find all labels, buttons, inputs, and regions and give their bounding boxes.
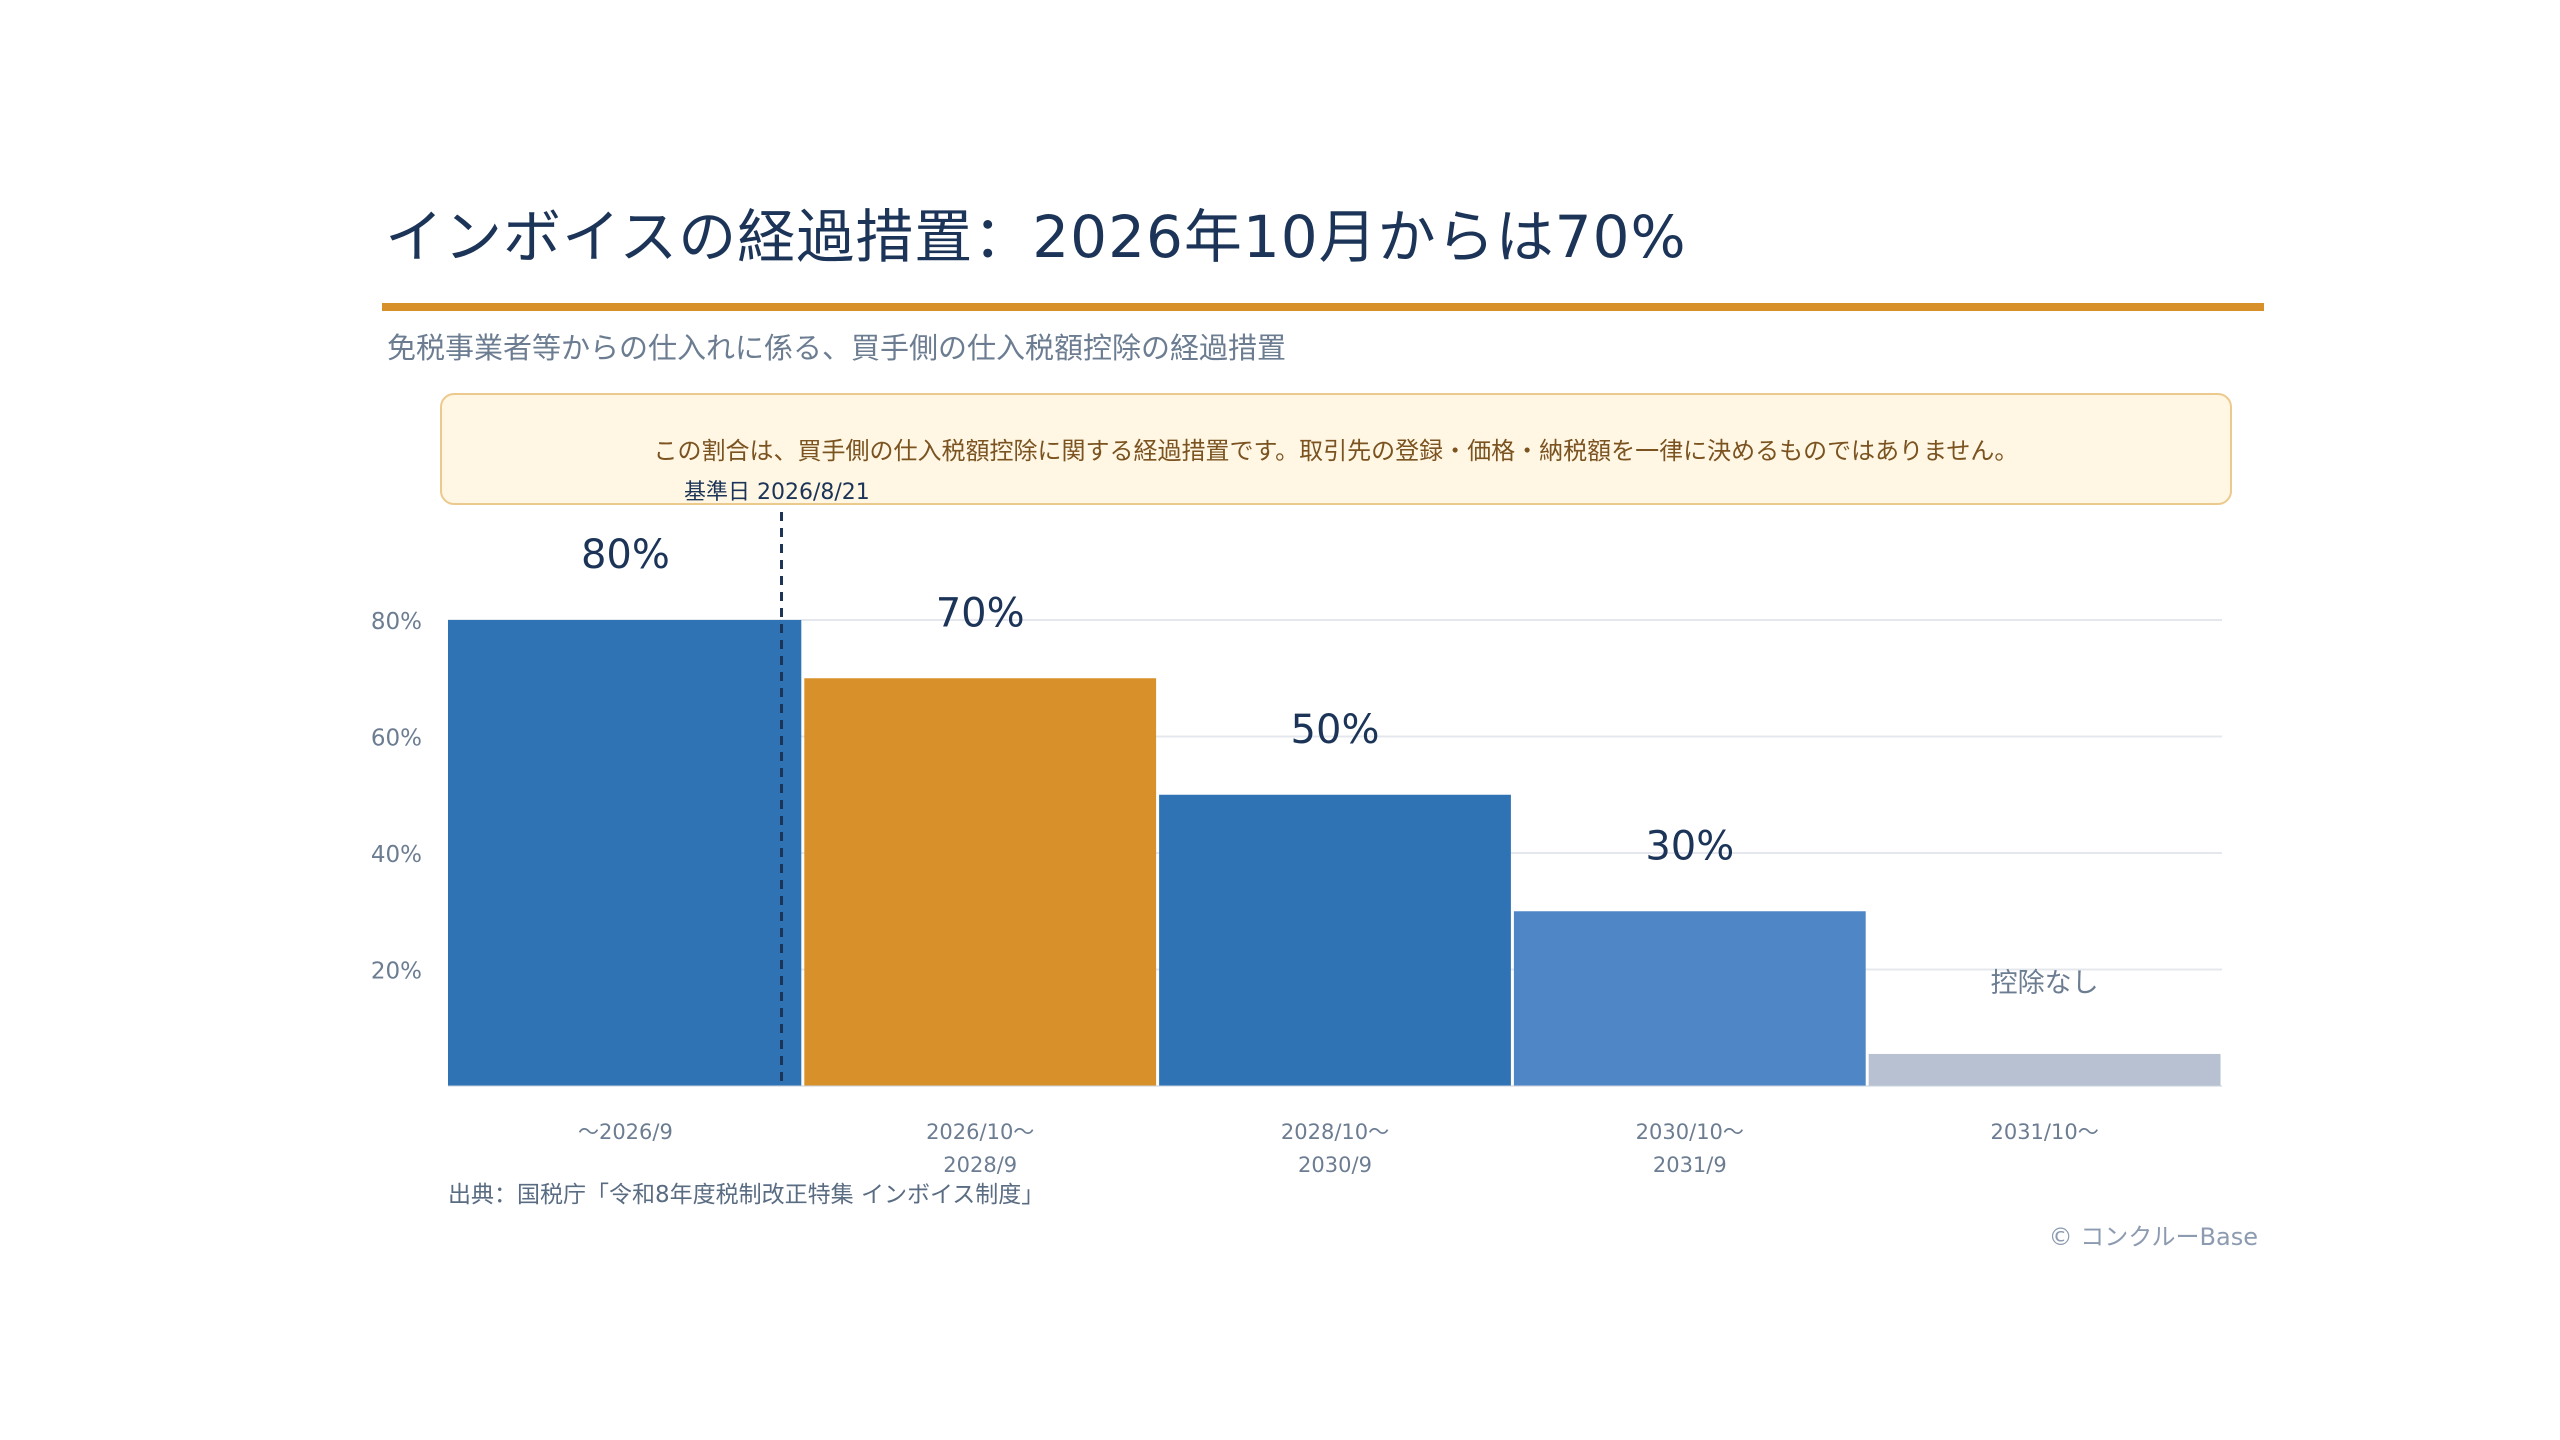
- x-tick-label: 2031/9: [1653, 1153, 1727, 1177]
- chart-title: インボイスの経過措置：2026年10月からは70%: [385, 203, 1687, 271]
- reference-date-label: 基準日 2026/8/21: [684, 480, 870, 505]
- x-tick-label: 2030/10～: [1636, 1120, 1744, 1144]
- data-label: 30%: [1645, 823, 1734, 869]
- x-tick-label: 2031/10～: [1990, 1120, 2098, 1144]
- y-tick-label: 20%: [371, 959, 422, 985]
- data-label: 70%: [936, 590, 1025, 636]
- x-tick-label: 2030/9: [1298, 1153, 1372, 1177]
- bar: [1159, 794, 1511, 1086]
- chart-subtitle: 免税事業者等からの仕入れに係る、買手側の仕入税額控除の経過措置: [387, 331, 1287, 365]
- note-box: この割合は、買手側の仕入税額控除に関する経過措置です。取引先の登録・価格・納税額…: [440, 393, 2232, 505]
- x-tick-label: 2028/10～: [1281, 1120, 1389, 1144]
- data-label: 50%: [1291, 707, 1380, 753]
- x-tick-label: 2028/9: [943, 1153, 1017, 1177]
- note-text: この割合は、買手側の仕入税額控除に関する経過措置です。取引先の登録・価格・納税額…: [653, 437, 2019, 465]
- bar: [448, 620, 802, 1086]
- x-tick-label: 2026/10～: [926, 1120, 1034, 1144]
- bar: [1868, 1053, 2221, 1086]
- x-tick-label: ～2026/9: [578, 1120, 673, 1144]
- copyright-text: © コンクルーBase: [2048, 1223, 2258, 1251]
- title-underline: [382, 303, 2264, 311]
- bar: [1513, 911, 1866, 1086]
- bar: [804, 678, 1157, 1086]
- y-tick-label: 60%: [371, 726, 422, 752]
- data-label: 控除なし: [1991, 968, 2099, 999]
- data-label: 80%: [581, 532, 670, 578]
- source-note: 出典：国税庁「令和8年度税制改正特集 インボイス制度」: [448, 1182, 1045, 1208]
- y-tick-label: 80%: [371, 609, 422, 635]
- y-tick-label: 40%: [371, 842, 422, 868]
